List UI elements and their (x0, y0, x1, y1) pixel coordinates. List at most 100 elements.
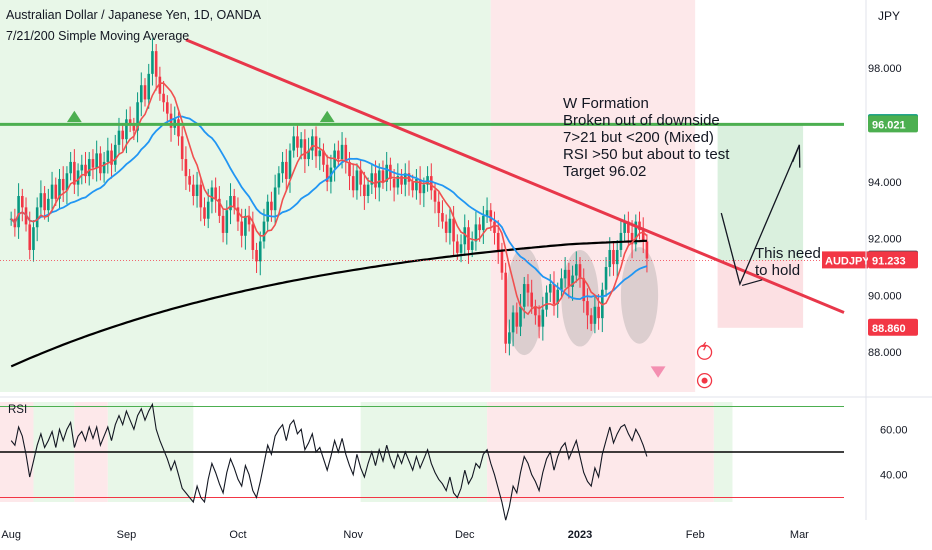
candle-body (489, 210, 493, 222)
time-tick-label: Oct (229, 529, 246, 541)
candle-body (128, 119, 132, 125)
price-tag-value: 88.860 (872, 323, 906, 335)
candle-body (400, 176, 403, 185)
candle-body (229, 196, 232, 211)
candle-body (236, 207, 240, 222)
candle-body (437, 201, 441, 214)
candle-body (552, 284, 556, 304)
candle-body (195, 184, 199, 196)
price-tick-label: 92.000 (868, 234, 902, 246)
candle-body (630, 232, 634, 245)
down-trendline (185, 38, 845, 314)
candle-body (597, 306, 600, 319)
candle-body (281, 161, 284, 174)
candle-body (537, 315, 541, 327)
candle-body (139, 85, 143, 103)
candle-body (511, 312, 515, 333)
candle-body (65, 173, 69, 191)
candle-body (87, 159, 91, 177)
rsi-tick-label: 60.00 (880, 424, 908, 436)
target-zone (717, 124, 804, 261)
candle-body (125, 119, 128, 140)
candle-body (322, 150, 325, 165)
candle-body (113, 144, 117, 165)
candle-body (429, 176, 433, 191)
time-tick-label: Nov (343, 529, 363, 541)
candle-body (508, 332, 511, 344)
candle-body (496, 232, 500, 250)
projection-arrowhead (792, 144, 801, 168)
price-tick-label: 98.000 (868, 63, 902, 75)
candle-body (623, 221, 626, 233)
candle-body (244, 215, 247, 236)
candle-body (530, 292, 533, 307)
candle-body (307, 150, 310, 160)
candle-body (396, 176, 400, 188)
candle-body (266, 201, 270, 222)
candle-body (43, 193, 46, 211)
w-shape-right (620, 247, 659, 344)
event-marker-dot-icon (701, 377, 708, 384)
candle-body (534, 306, 537, 316)
candle-body (612, 249, 615, 265)
candle-body (180, 136, 184, 160)
price-band (490, 0, 696, 392)
note-line: 7>21 but <200 (Mixed) (563, 129, 714, 146)
candle-body (147, 73, 151, 100)
candle-body (184, 159, 188, 177)
candle-body (303, 139, 307, 160)
candle-body (548, 284, 552, 293)
candle-body (84, 164, 87, 177)
candle-body (121, 130, 124, 140)
candle-body (574, 264, 578, 276)
candle-body (58, 178, 61, 199)
candle-body (556, 289, 560, 304)
note-line: Target 96.02 (563, 163, 647, 180)
candle-body (348, 161, 351, 177)
candle-body (519, 306, 522, 327)
price-tag-bg (868, 251, 918, 269)
candle-body (370, 173, 374, 185)
candle-body (284, 161, 288, 179)
candle-body (203, 207, 206, 219)
candle-body (377, 170, 381, 188)
candle-body (270, 201, 273, 211)
candle-body (192, 184, 195, 196)
candle-body (374, 173, 377, 188)
time-tick-label: Mar (790, 529, 809, 541)
hold-note: This need to hold (755, 245, 821, 279)
candle-body (232, 196, 236, 208)
candle-body (273, 187, 277, 211)
candle-body (411, 181, 415, 191)
projection-path (720, 144, 800, 287)
stop-zone (717, 260, 804, 328)
candle-body (262, 221, 266, 242)
candle-body (166, 102, 169, 114)
price-tick-label: 88.000 (868, 347, 902, 359)
candle-body (563, 269, 567, 279)
candle-body (604, 267, 608, 290)
candle-body (593, 306, 597, 324)
candle-body (567, 269, 571, 287)
indicator-label: 7/21/200 Simple Moving Average (6, 29, 190, 43)
candle-body (522, 284, 526, 307)
candle-body (463, 227, 467, 245)
candle-body (136, 102, 139, 131)
hold-pointer (741, 279, 763, 287)
price-tag: 96.021 (868, 115, 918, 133)
candle-body (258, 241, 262, 262)
candle-body (392, 178, 396, 188)
candle-body (95, 153, 98, 168)
candle-body (251, 224, 255, 250)
up-triangle-icon (66, 110, 82, 123)
candle-body (39, 193, 43, 208)
candle-body (218, 198, 221, 216)
candle-body (17, 196, 20, 228)
candle-body (296, 136, 299, 148)
candle-body (500, 249, 504, 273)
candle-body (99, 153, 102, 174)
candle-body (54, 184, 58, 199)
candle-body (240, 221, 243, 236)
candle-body (288, 150, 292, 179)
